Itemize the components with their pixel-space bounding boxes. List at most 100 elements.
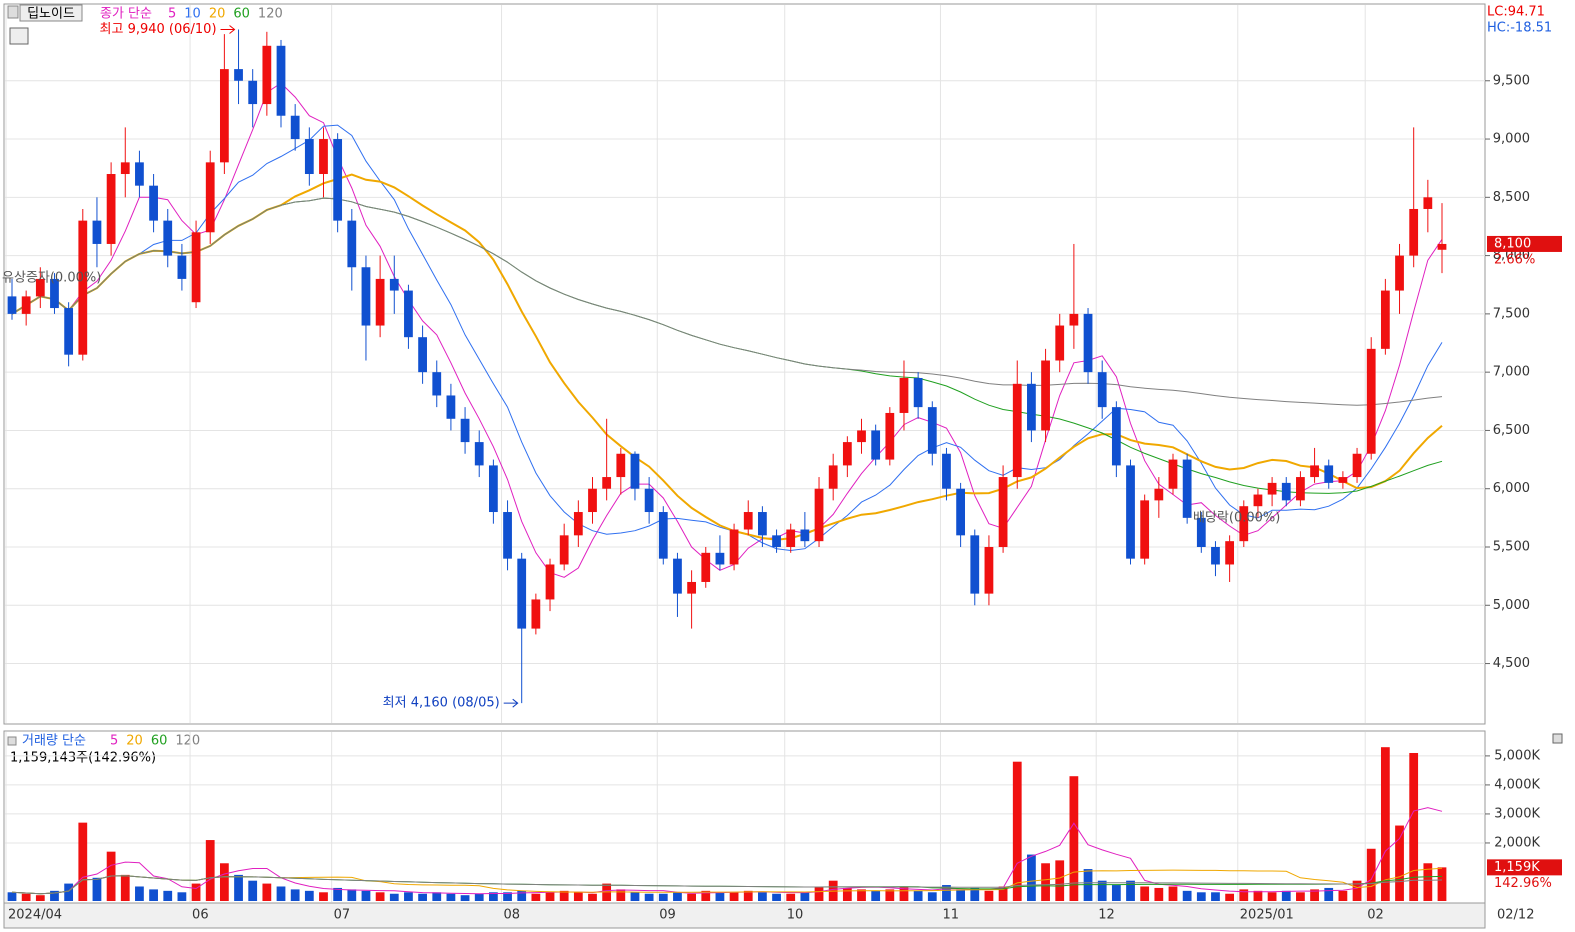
volume-bar bbox=[1281, 890, 1291, 901]
candle-body bbox=[78, 220, 88, 355]
candle-body bbox=[1338, 477, 1348, 483]
candle-body bbox=[163, 220, 173, 256]
volume-bar bbox=[616, 889, 626, 901]
y-tick-label: 4,500 bbox=[1493, 656, 1530, 671]
ma-legend-title: 종가 단순 bbox=[100, 7, 152, 22]
candle-body bbox=[21, 296, 31, 314]
candle-body bbox=[715, 552, 725, 565]
volume-bar bbox=[1267, 892, 1277, 901]
volume-bar bbox=[658, 893, 668, 901]
candle-body bbox=[573, 512, 583, 536]
volume-bar bbox=[432, 892, 442, 901]
candle-body bbox=[389, 278, 399, 291]
volume-bar bbox=[290, 889, 300, 901]
volume-bar bbox=[814, 886, 824, 901]
volume-legend-title: 거래량 단순 bbox=[22, 734, 86, 749]
candle-body bbox=[503, 512, 512, 559]
volume-bar bbox=[78, 822, 88, 901]
volume-ma-legend-item: 5 bbox=[110, 734, 118, 749]
volume-bar bbox=[503, 892, 512, 901]
volume-ma-legend-item: 60 bbox=[151, 734, 168, 749]
high-annotation: 최고 9,940 (06/10) bbox=[100, 22, 217, 37]
y-tick-label: 2,000K bbox=[1494, 835, 1540, 850]
x-tick-label: 09 bbox=[659, 908, 676, 923]
volume-bar bbox=[474, 893, 484, 901]
indicator-hc: HC:-18.51 bbox=[1487, 21, 1552, 36]
candle-body bbox=[347, 220, 357, 268]
current-price: 8,100 bbox=[1494, 236, 1531, 251]
y-tick-label: 5,000 bbox=[1493, 598, 1530, 613]
volume-bar bbox=[517, 890, 527, 901]
event-label: 유상증자(0.00%) bbox=[2, 271, 101, 286]
candle-body bbox=[35, 278, 45, 297]
candle-body bbox=[871, 430, 881, 460]
candle-body bbox=[545, 564, 555, 600]
volume-bar bbox=[404, 892, 413, 901]
volume-summary: 1,159,143주(142.96%) bbox=[10, 751, 156, 766]
volume-bar bbox=[347, 889, 357, 901]
candle-body bbox=[729, 529, 739, 565]
candle-body bbox=[743, 512, 753, 530]
candle-body bbox=[602, 477, 612, 489]
y-tick-label: 4,000K bbox=[1494, 777, 1540, 792]
menu-icon[interactable] bbox=[7, 5, 19, 19]
volume-bar bbox=[1423, 863, 1433, 901]
volume-bar bbox=[333, 887, 343, 901]
volume-bar bbox=[262, 883, 272, 901]
candle-body bbox=[1126, 465, 1135, 559]
volume-bar bbox=[970, 887, 980, 901]
volume-bar bbox=[1111, 885, 1121, 901]
volume-bar bbox=[375, 892, 385, 901]
table-icon[interactable] bbox=[9, 27, 29, 45]
candle-body bbox=[1041, 360, 1050, 431]
candle-body bbox=[1055, 325, 1065, 361]
candle-body bbox=[559, 535, 569, 565]
volume-bar bbox=[913, 890, 923, 901]
candle-body bbox=[673, 558, 682, 594]
volume-bar bbox=[1296, 892, 1305, 901]
candle-body bbox=[404, 290, 413, 338]
x-axis-bar bbox=[3, 902, 1486, 929]
volume-bar bbox=[1097, 880, 1107, 901]
volume-bar bbox=[942, 885, 951, 901]
volume-bar bbox=[998, 886, 1008, 901]
volume-bar bbox=[800, 892, 810, 901]
candle-body bbox=[1395, 255, 1404, 291]
candle-body bbox=[687, 581, 696, 594]
candle-body bbox=[1083, 313, 1093, 373]
low-annotation: 최저 4,160 (08/05) bbox=[383, 696, 500, 711]
candle-body bbox=[1012, 383, 1022, 478]
candle-body bbox=[899, 377, 909, 413]
volume-bar bbox=[644, 893, 654, 901]
candle-body bbox=[262, 45, 272, 105]
volume-bar bbox=[1409, 752, 1419, 901]
candle-body bbox=[1423, 197, 1433, 209]
volume-bar bbox=[743, 890, 753, 901]
volume-bar bbox=[927, 892, 937, 901]
volume-bar bbox=[857, 889, 866, 901]
volume-ma-line bbox=[11, 875, 1443, 895]
candle-body bbox=[375, 278, 385, 326]
candle-body bbox=[984, 546, 994, 594]
volume-change: 142.96% bbox=[1494, 876, 1552, 891]
x-tick-label: 06 bbox=[192, 908, 209, 923]
price-change: 2.66% bbox=[1494, 252, 1535, 267]
volume-bar bbox=[1366, 848, 1376, 901]
volume-menu-icon[interactable] bbox=[7, 736, 17, 746]
y-tick-label: 6,000 bbox=[1493, 481, 1530, 496]
volume-ma-legend-item: 120 bbox=[175, 734, 200, 749]
volume-bar bbox=[191, 883, 201, 901]
candle-body bbox=[177, 255, 187, 279]
candle-body bbox=[446, 395, 456, 419]
current-volume-box bbox=[1487, 859, 1562, 876]
volume-bar bbox=[1380, 747, 1390, 901]
candle-body bbox=[701, 552, 711, 582]
volume-bar bbox=[7, 892, 17, 901]
volume-bar bbox=[1140, 886, 1150, 901]
volume-bar bbox=[842, 887, 852, 901]
ma-legend-item: 120 bbox=[258, 7, 283, 22]
candle-body bbox=[219, 69, 229, 163]
stock-name-box[interactable] bbox=[19, 4, 83, 22]
panel-button[interactable] bbox=[1552, 733, 1563, 744]
